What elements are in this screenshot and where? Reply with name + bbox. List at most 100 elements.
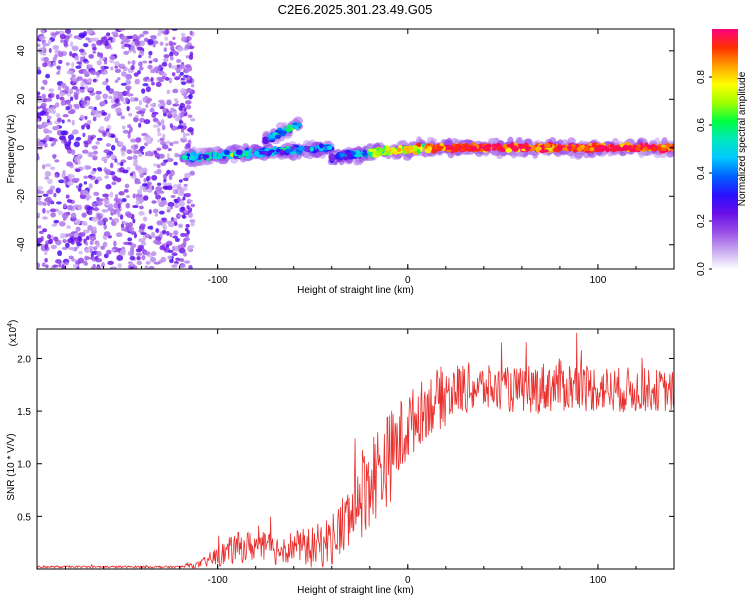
noise-blob bbox=[47, 178, 53, 185]
noise-blob bbox=[47, 94, 53, 98]
noise-blob bbox=[162, 133, 166, 139]
noise-blob bbox=[136, 260, 143, 266]
noise-blob bbox=[172, 36, 176, 41]
noise-blob bbox=[145, 86, 151, 93]
noise-blob bbox=[90, 170, 96, 175]
noise-blob bbox=[156, 127, 161, 133]
noise-blob bbox=[44, 257, 48, 263]
noise-blob bbox=[67, 134, 75, 141]
noise-blob bbox=[163, 222, 167, 228]
noise-blob bbox=[123, 38, 131, 43]
noise-blob bbox=[56, 117, 62, 123]
noise-blob bbox=[165, 108, 169, 113]
noise-blob bbox=[163, 178, 167, 183]
noise-blob bbox=[58, 179, 65, 184]
noise-blob bbox=[116, 254, 124, 261]
noise-blob bbox=[88, 183, 93, 189]
noise-blob bbox=[183, 95, 189, 99]
noise-blob bbox=[98, 110, 102, 114]
noise-blob bbox=[92, 246, 98, 251]
noise-blob bbox=[87, 151, 95, 158]
noise-blob bbox=[44, 142, 48, 148]
noise-blob bbox=[170, 219, 176, 223]
noise-blob bbox=[75, 185, 80, 189]
noise-blob bbox=[156, 164, 161, 169]
noise-blob bbox=[95, 71, 101, 76]
noise-blob bbox=[162, 181, 168, 186]
noise-blob bbox=[61, 264, 66, 269]
noise-blob bbox=[83, 260, 88, 266]
line-point bbox=[409, 149, 415, 153]
noise-blob bbox=[84, 115, 88, 120]
noise-blob bbox=[38, 35, 46, 41]
noise-blob bbox=[113, 209, 117, 215]
line-point bbox=[470, 145, 477, 151]
noise-blob bbox=[39, 124, 47, 129]
noise-blob bbox=[141, 254, 146, 261]
noise-blob bbox=[82, 229, 90, 234]
noise-blob bbox=[153, 239, 159, 244]
noise-blob bbox=[117, 203, 121, 209]
noise-blob bbox=[155, 228, 159, 233]
noise-blob bbox=[163, 159, 169, 163]
noise-blob bbox=[158, 153, 165, 159]
noise-blob bbox=[124, 183, 130, 189]
line-point bbox=[437, 145, 444, 150]
noise-blob bbox=[109, 55, 116, 60]
noise-blob bbox=[37, 43, 41, 48]
noise-blob bbox=[113, 240, 117, 247]
noise-blob bbox=[179, 102, 186, 109]
noise-blob bbox=[127, 250, 134, 257]
noise-blob bbox=[145, 104, 149, 108]
noise-blob bbox=[102, 112, 108, 116]
noise-blob bbox=[146, 176, 150, 182]
noise-blob bbox=[115, 98, 120, 104]
noise-blob bbox=[134, 40, 141, 46]
noise-blob bbox=[155, 81, 162, 88]
noise-blob bbox=[185, 100, 192, 105]
noise-blob bbox=[87, 87, 94, 92]
noise-blob bbox=[68, 255, 74, 260]
noise-blob bbox=[190, 221, 195, 227]
noise-blob bbox=[37, 212, 41, 217]
noise-blob bbox=[85, 37, 90, 41]
noise-blob bbox=[103, 149, 111, 154]
colorbar bbox=[712, 29, 738, 269]
noise-blob bbox=[65, 194, 70, 199]
line-point bbox=[342, 156, 349, 161]
noise-blob bbox=[118, 29, 126, 32]
noise-blob bbox=[88, 53, 95, 59]
noise-blob bbox=[132, 154, 138, 161]
noise-blob bbox=[42, 202, 47, 206]
noise-blob bbox=[106, 249, 112, 255]
noise-blob bbox=[53, 192, 57, 198]
noise-blob bbox=[139, 205, 144, 210]
noise-blob bbox=[105, 169, 112, 176]
line-point bbox=[275, 148, 281, 153]
noise-blob bbox=[37, 186, 44, 190]
noise-blob bbox=[109, 216, 113, 221]
line-point bbox=[262, 151, 269, 155]
noise-blob bbox=[133, 265, 138, 269]
noise-blob bbox=[125, 222, 130, 227]
noise-blob bbox=[142, 83, 149, 87]
noise-blob bbox=[180, 232, 187, 237]
noise-blob bbox=[41, 39, 46, 44]
noise-blob bbox=[117, 77, 121, 81]
noise-blob bbox=[53, 138, 58, 142]
noise-blob bbox=[161, 75, 166, 80]
noise-blob bbox=[171, 65, 178, 70]
line-point bbox=[181, 155, 189, 160]
noise-blob bbox=[138, 50, 145, 57]
noise-blob bbox=[180, 264, 186, 268]
noise-blob bbox=[132, 193, 136, 199]
line-halo bbox=[574, 153, 583, 160]
noise-blob bbox=[41, 98, 48, 103]
noise-blob bbox=[151, 81, 155, 86]
noise-blob bbox=[60, 130, 68, 136]
noise-blob bbox=[184, 192, 192, 198]
noise-blob bbox=[169, 123, 174, 129]
noise-blob bbox=[176, 69, 181, 74]
noise-blob bbox=[92, 50, 97, 54]
noise-blob bbox=[107, 113, 111, 119]
